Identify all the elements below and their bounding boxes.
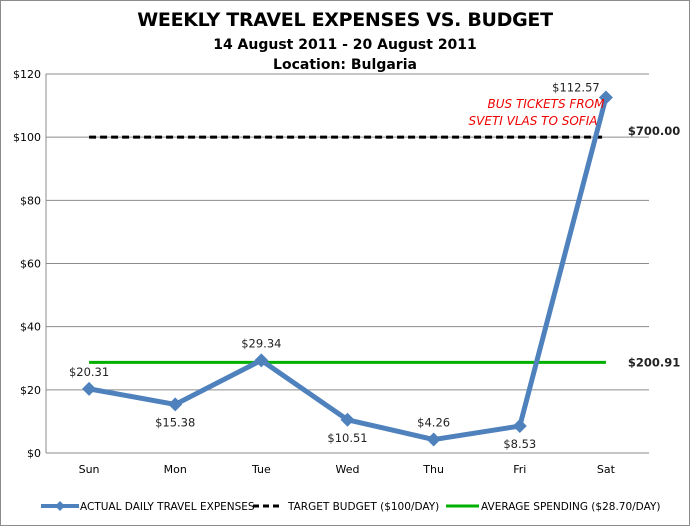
y-tick-label: $100: [13, 131, 41, 144]
annotation-line-1: BUS TICKETS FROM: [488, 97, 606, 111]
data-point-marker: [340, 412, 355, 427]
y-tick-label: $0: [27, 447, 41, 460]
annotation-line-2: SVETI VLAS TO SOFIA: [469, 114, 598, 128]
x-tick-label: Mon: [164, 463, 187, 476]
legend-label-actual: ACTUAL DAILY TRAVEL EXPENSES: [80, 501, 255, 513]
actual-expenses-line: [88, 96, 609, 443]
data-label: $20.31: [69, 365, 109, 379]
legend-label-average: AVERAGE SPENDING ($28.70/DAY): [481, 501, 660, 513]
data-label: $8.53: [503, 437, 536, 451]
x-tick-label: Tue: [251, 463, 271, 476]
data-label: $29.34: [241, 336, 281, 350]
data-label: $4.26: [417, 416, 450, 430]
chart-subtitle-location: Location: Bulgaria: [273, 57, 417, 73]
y-tick-label: $60: [20, 258, 41, 271]
average-total-label: $200.91: [628, 355, 680, 369]
data-point-marker: [168, 397, 183, 412]
data-label: $15.38: [155, 415, 195, 429]
legend-marker-actual: [55, 501, 65, 511]
data-point-marker: [512, 419, 527, 434]
y-tick-label: $80: [20, 194, 41, 207]
x-tick-label: Sun: [79, 463, 100, 476]
data-label: $10.51: [327, 431, 367, 445]
y-tick-label: $40: [20, 321, 41, 334]
y-tick-label: $120: [13, 68, 41, 81]
target-total-label: $700.00: [628, 124, 680, 138]
chart-subtitle-dates: 14 August 2011 - 20 August 2011: [213, 37, 477, 53]
data-point-marker: [426, 432, 441, 447]
data-point-marker: [598, 90, 613, 105]
data-point-marker: [82, 381, 97, 396]
legend-label-target: TARGET BUDGET ($100/DAY): [287, 501, 439, 513]
chart-title: WEEKLY TRAVEL EXPENSES VS. BUDGET: [137, 9, 553, 31]
x-tick-label: Sat: [597, 463, 616, 476]
x-tick-label: Wed: [336, 463, 360, 476]
y-tick-label: $20: [20, 384, 41, 397]
data-point-marker: [254, 353, 269, 368]
x-tick-label: Thu: [422, 463, 444, 476]
data-label: $112.57: [552, 80, 600, 94]
x-tick-label: Fri: [513, 463, 526, 476]
